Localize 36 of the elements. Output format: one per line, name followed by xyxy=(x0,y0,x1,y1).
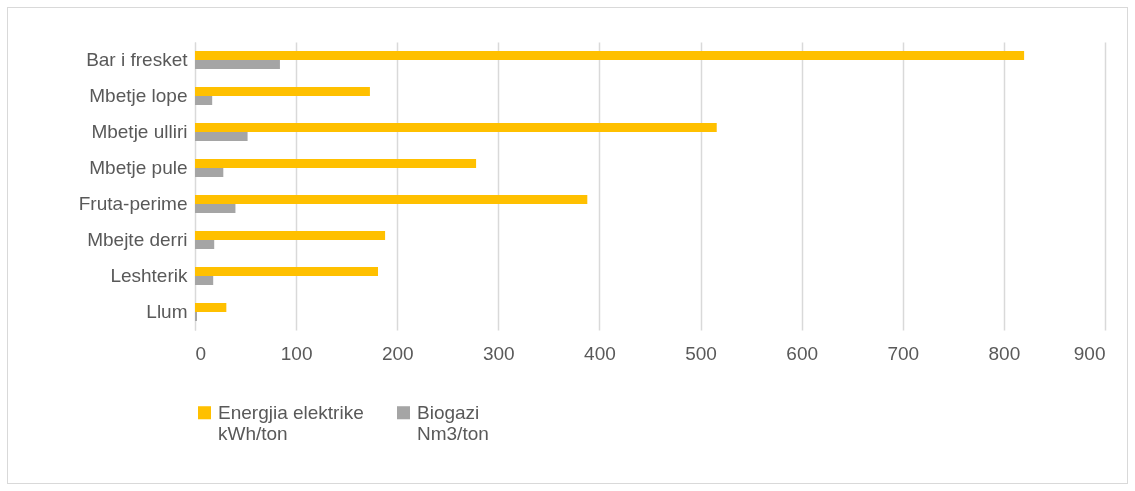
bar xyxy=(195,123,717,132)
bar xyxy=(195,240,215,249)
x-tick-label: 0 xyxy=(195,342,207,364)
x-tick-label: 800 xyxy=(988,342,1021,364)
y-tick-label: Mbetje lope xyxy=(89,85,188,106)
legend-label: Biogazi Nm3/ton xyxy=(417,401,489,444)
y-tick-label: Leshterik xyxy=(110,265,188,286)
bar xyxy=(195,204,236,213)
bar xyxy=(195,267,379,276)
x-tick-label: 600 xyxy=(786,342,819,364)
bar xyxy=(195,303,227,312)
bar xyxy=(195,168,224,177)
bar xyxy=(195,195,588,204)
x-tick-label: 100 xyxy=(280,342,313,364)
bar xyxy=(195,312,198,321)
y-tick-label: Llum xyxy=(146,301,188,322)
bar xyxy=(195,132,248,141)
y-tick-label: Mbejte derri xyxy=(87,229,188,250)
bar xyxy=(195,276,214,285)
x-tick-label: 700 xyxy=(887,342,920,364)
y-tick-label: Mbetje pule xyxy=(89,157,188,178)
x-tick-label: 500 xyxy=(685,342,717,364)
y-tick-label: Fruta-perime xyxy=(78,193,188,214)
x-tick-label: 900 xyxy=(1073,342,1106,364)
x-tick-label: 400 xyxy=(584,342,616,364)
y-tick-label: Bar i fresket xyxy=(86,49,189,70)
bar xyxy=(195,231,386,240)
bar xyxy=(195,87,370,96)
x-tick-label: 200 xyxy=(381,342,414,364)
x-tick-label: 300 xyxy=(482,342,515,364)
legend-label: Energjia elektrike kWh/ton xyxy=(218,401,364,444)
bar xyxy=(195,96,213,105)
bar xyxy=(195,60,280,69)
bar xyxy=(195,51,1025,60)
bar xyxy=(195,159,477,168)
y-tick-label: Mbetje ulliri xyxy=(91,121,188,142)
